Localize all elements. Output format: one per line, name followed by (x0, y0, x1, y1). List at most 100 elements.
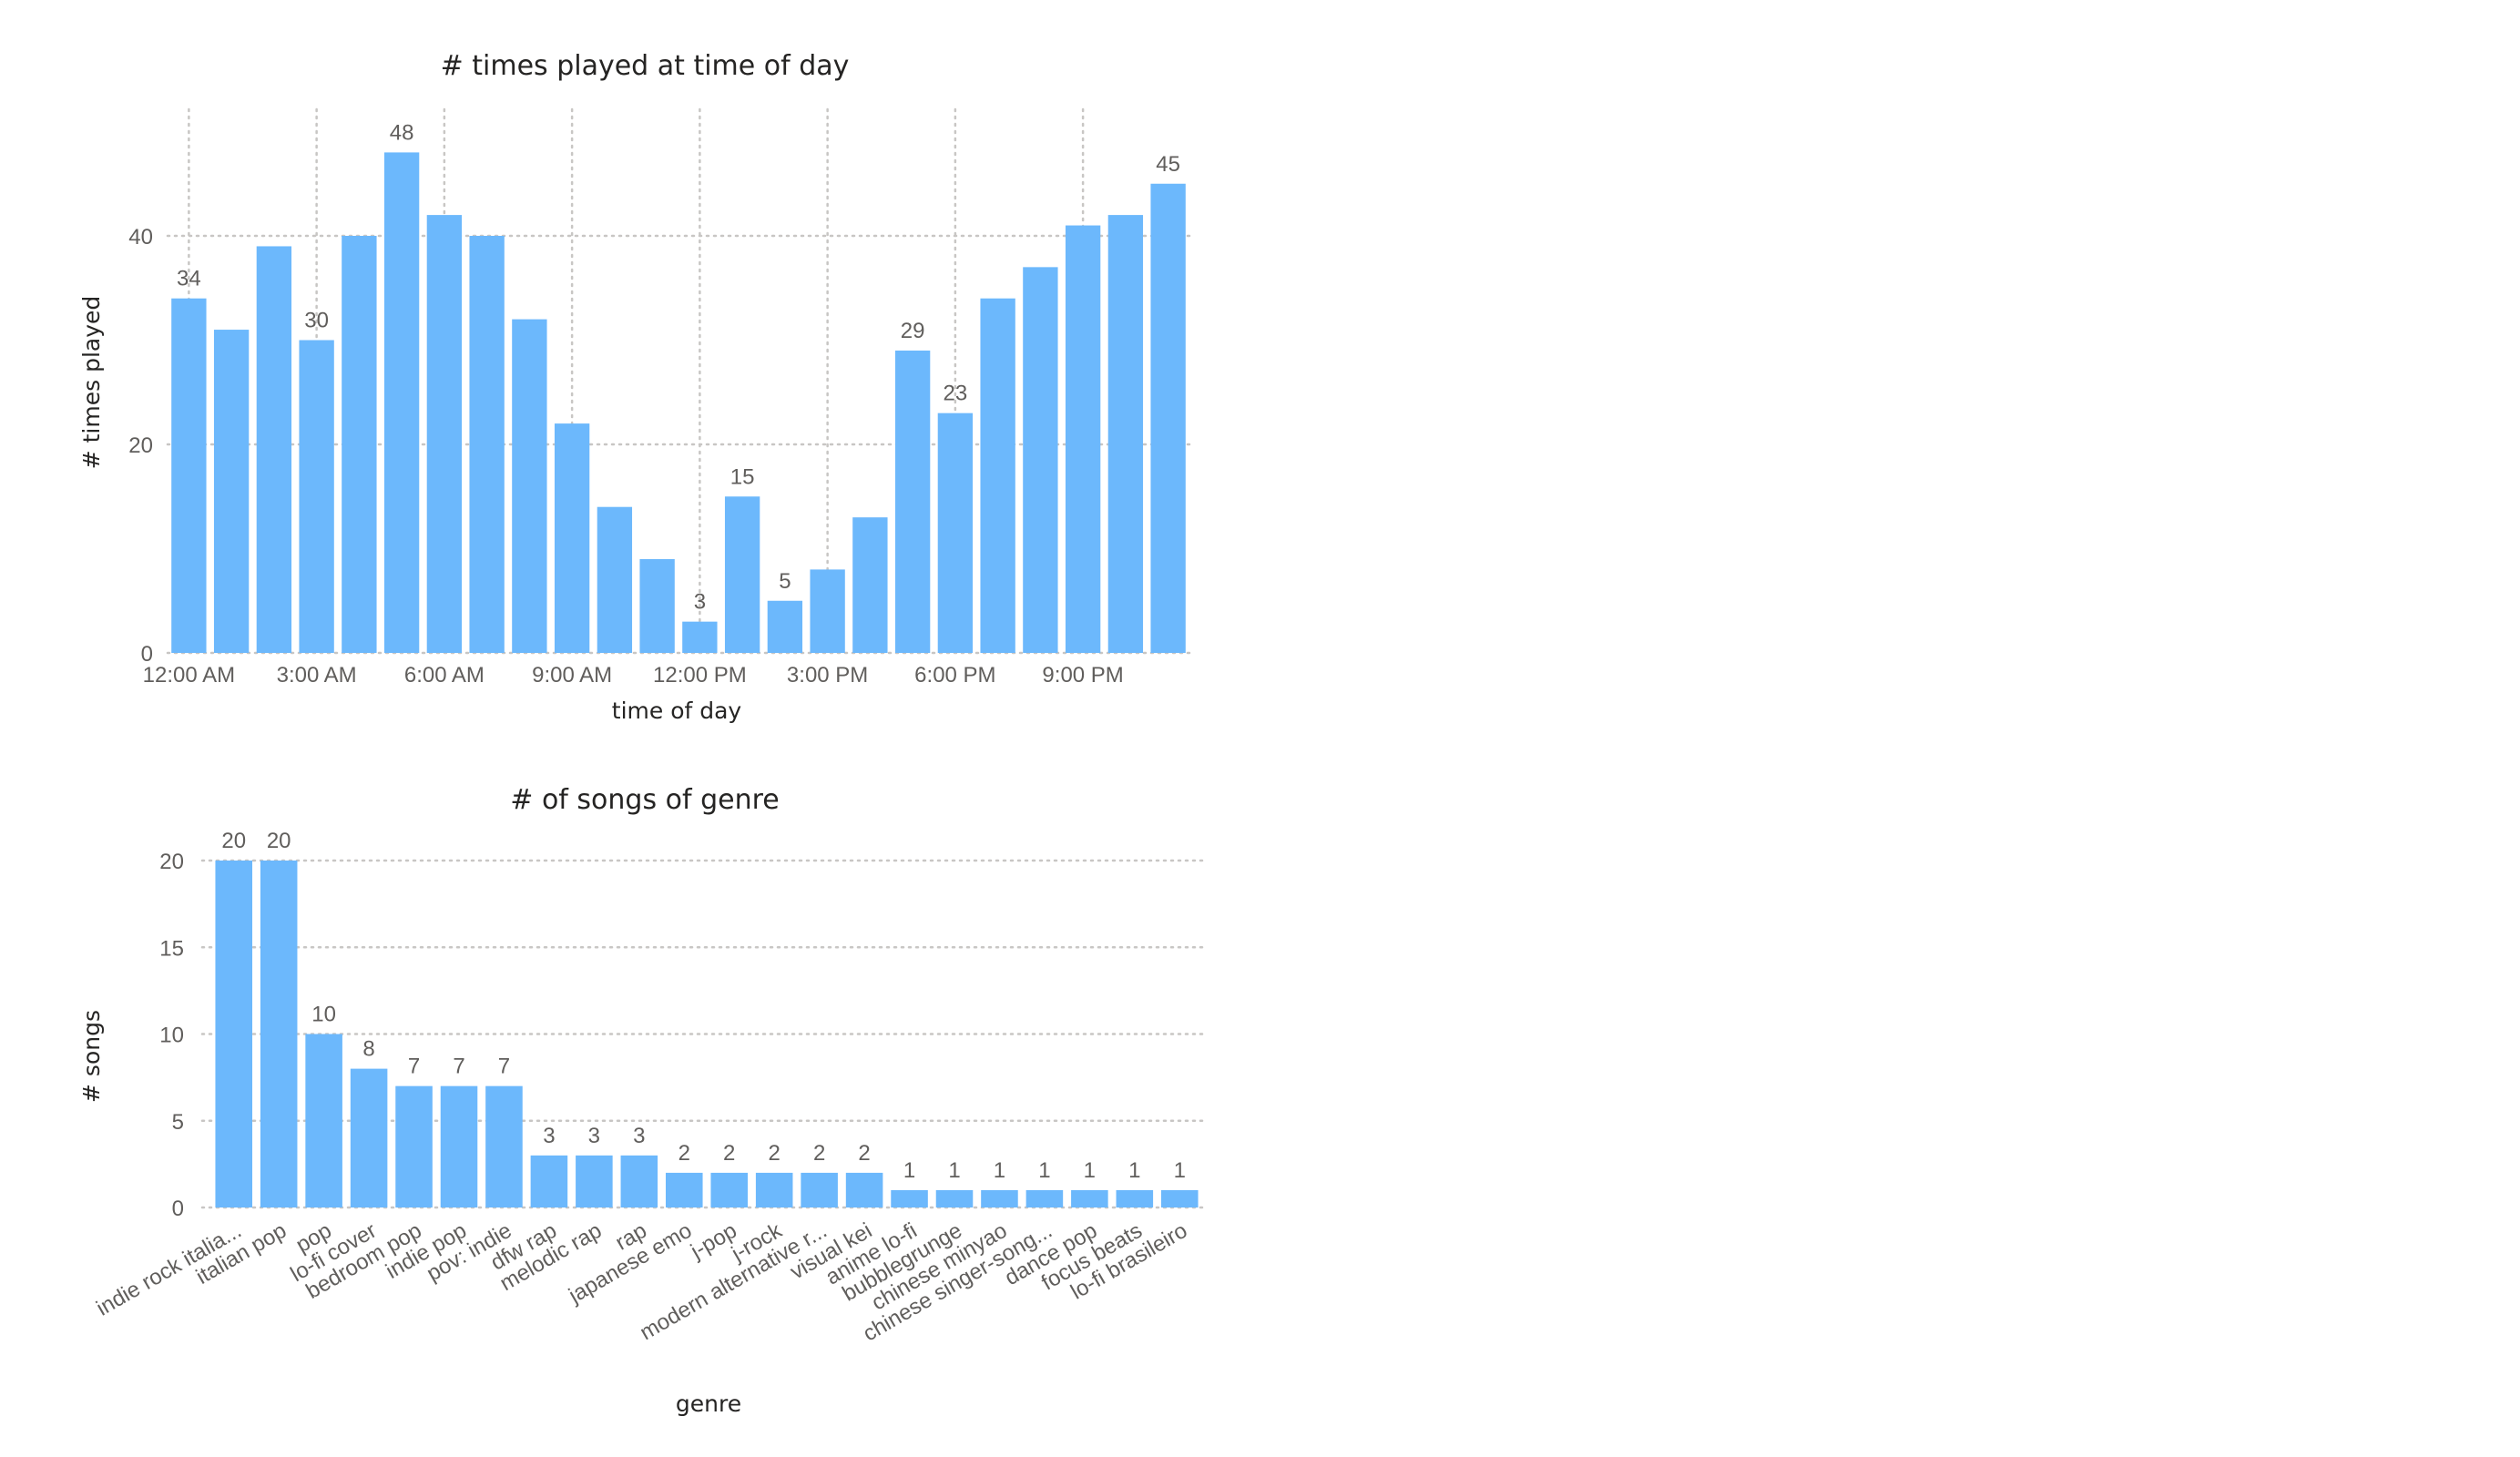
songs-by-genre-bar (1160, 1189, 1199, 1207)
songs-by-genre-data-label: 1 (1038, 1158, 1050, 1183)
times-played-bar (171, 298, 207, 653)
songs-by-genre-y-tick-label: 20 (159, 850, 184, 874)
songs-by-genre-data-label: 3 (588, 1124, 600, 1148)
songs-by-genre-y-tick-label: 5 (172, 1110, 184, 1135)
songs-by-genre-data-label: 2 (858, 1141, 870, 1166)
times-played-bar (299, 340, 334, 653)
times-played-chart-svg: # times played at time of day 0 20 40 12:0… (78, 50, 1191, 724)
songs-by-genre-y-axis: 0 5 10 15 20 (159, 850, 184, 1221)
songs-by-genre-chart: # of songs of genre 0 5 10 15 20 indie rock … (0, 738, 1275, 1457)
times-played-y-axis: 0 20 40 (128, 225, 153, 667)
times-played-data-label: 3 (694, 590, 706, 615)
times-played-x-axis: 12:00 AM 3:00 AM 6:00 AM 9:00 AM 12:00 PM 3:0… (143, 663, 1124, 688)
times-played-y-axis-title: # times played (78, 296, 105, 470)
times-played-x-tick-label: 9:00 AM (532, 663, 612, 688)
songs-by-genre-bar (1116, 1189, 1154, 1207)
songs-by-genre-bar (981, 1189, 1018, 1207)
songs-by-genre-bar (935, 1189, 974, 1207)
times-played-bar (1150, 183, 1186, 653)
songs-by-genre-data-label: 8 (362, 1037, 374, 1062)
songs-by-genre-data-label: 10 (311, 1003, 336, 1027)
times-played-bar (852, 517, 888, 653)
songs-by-genre-bar (260, 861, 298, 1207)
songs-by-genre-bar (395, 1085, 433, 1207)
songs-by-genre-y-axis-title: # songs (78, 1010, 105, 1103)
times-played-data-label: 23 (944, 382, 968, 406)
songs-by-genre-data-label: 7 (498, 1055, 510, 1079)
times-played-x-tick-label: 12:00 PM (653, 663, 747, 688)
times-played-y-tick-label: 20 (128, 433, 153, 458)
songs-by-genre-data-label: 20 (221, 829, 246, 853)
songs-by-genre-bar (305, 1034, 342, 1207)
times-played-bar (469, 236, 505, 653)
times-played-x-tick-label: 9:00 PM (1042, 663, 1123, 688)
times-played-bar (1107, 215, 1144, 653)
songs-by-genre-bar (755, 1172, 793, 1207)
songs-by-genre-data-label: 7 (453, 1055, 464, 1079)
songs-by-genre-data-label: 1 (1174, 1158, 1186, 1183)
songs-by-genre-chart-svg: # of songs of genre 0 5 10 15 20 indie rock … (78, 784, 1204, 1417)
songs-by-genre-bar (1025, 1189, 1064, 1207)
times-played-bar (383, 152, 420, 653)
songs-by-genre-y-tick-label: 0 (172, 1197, 184, 1221)
times-played-data-label: 45 (1156, 152, 1180, 177)
times-played-x-tick-label: 12:00 AM (143, 663, 235, 688)
songs-by-genre-data-label: 3 (543, 1124, 555, 1148)
songs-by-genre-bar (710, 1172, 749, 1207)
times-played-data-labels: 34 30 48 3 15 5 29 23 45 (177, 120, 1180, 614)
times-played-x-tick-label: 3:00 PM (787, 663, 868, 688)
times-played-bar (256, 246, 292, 653)
songs-by-genre-chart-title: # of songs of genre (510, 784, 779, 816)
times-played-bar (597, 506, 633, 653)
songs-by-genre-data-label: 2 (813, 1141, 825, 1166)
times-played-x-axis-title: time of day (612, 698, 742, 724)
songs-by-genre-data-label: 1 (994, 1158, 1005, 1183)
times-played-bar (554, 423, 590, 653)
times-played-x-tick-label: 6:00 PM (914, 663, 995, 688)
times-played-y-tick-label: 0 (141, 642, 153, 667)
songs-by-genre-x-axis: indie rock italia...italian pop poplo-fi … (92, 1218, 1191, 1346)
times-played-data-label: 5 (779, 569, 791, 594)
songs-by-genre-data-label: 2 (723, 1141, 735, 1166)
times-played-x-tick-label: 3:00 AM (277, 663, 357, 688)
songs-by-genre-data-label: 1 (1084, 1158, 1096, 1183)
songs-by-genre-bar (845, 1172, 883, 1207)
times-played-bar (1023, 267, 1058, 653)
songs-by-genre-bar (350, 1068, 388, 1207)
songs-by-genre-x-axis-title: genre (676, 1391, 741, 1417)
songs-by-genre-bar (485, 1085, 523, 1207)
songs-by-genre-data-label: 20 (267, 829, 291, 853)
songs-by-genre-data-label: 1 (903, 1158, 915, 1183)
times-played-bar (810, 569, 845, 653)
songs-by-genre-bar (665, 1172, 703, 1207)
songs-by-genre-data-label: 1 (948, 1158, 960, 1183)
songs-by-genre-data-label: 7 (408, 1055, 420, 1079)
times-played-chart-title: # times played at time of day (441, 50, 850, 82)
times-played-bar (894, 350, 931, 653)
times-played-bar (767, 600, 803, 653)
times-played-bar (937, 413, 974, 653)
songs-by-genre-bar (620, 1155, 658, 1207)
times-played-data-label: 29 (901, 319, 925, 343)
times-played-data-label: 30 (304, 309, 329, 333)
songs-by-genre-bar (1071, 1189, 1108, 1207)
songs-by-genre-bar (801, 1172, 838, 1207)
songs-by-genre-bar (576, 1155, 613, 1207)
times-played-data-label: 48 (390, 120, 414, 145)
times-played-bar (426, 215, 463, 653)
times-played-bar (342, 236, 377, 653)
times-played-bar (1065, 225, 1101, 654)
songs-by-genre-data-labels: 20 20 10 8 7 7 7 3 3 3 2 2 2 2 2 1 1 1 1 1 1 1 (221, 829, 1186, 1183)
times-played-chart: # times played at time of day 0 20 40 12:0… (0, 0, 1275, 738)
times-played-bar (512, 319, 547, 653)
songs-by-genre-data-label: 3 (633, 1124, 645, 1148)
songs-by-genre-y-tick-label: 15 (159, 936, 184, 961)
times-played-x-tick-label: 6:00 AM (404, 663, 485, 688)
songs-by-genre-y-tick-label: 10 (159, 1024, 184, 1048)
songs-by-genre-bar (440, 1085, 478, 1207)
songs-by-genre-bars (215, 861, 1199, 1207)
times-played-bars (171, 152, 1186, 654)
times-played-data-label: 34 (177, 267, 201, 291)
songs-by-genre-bar (891, 1189, 928, 1207)
songs-by-genre-data-label: 1 (1128, 1158, 1140, 1183)
